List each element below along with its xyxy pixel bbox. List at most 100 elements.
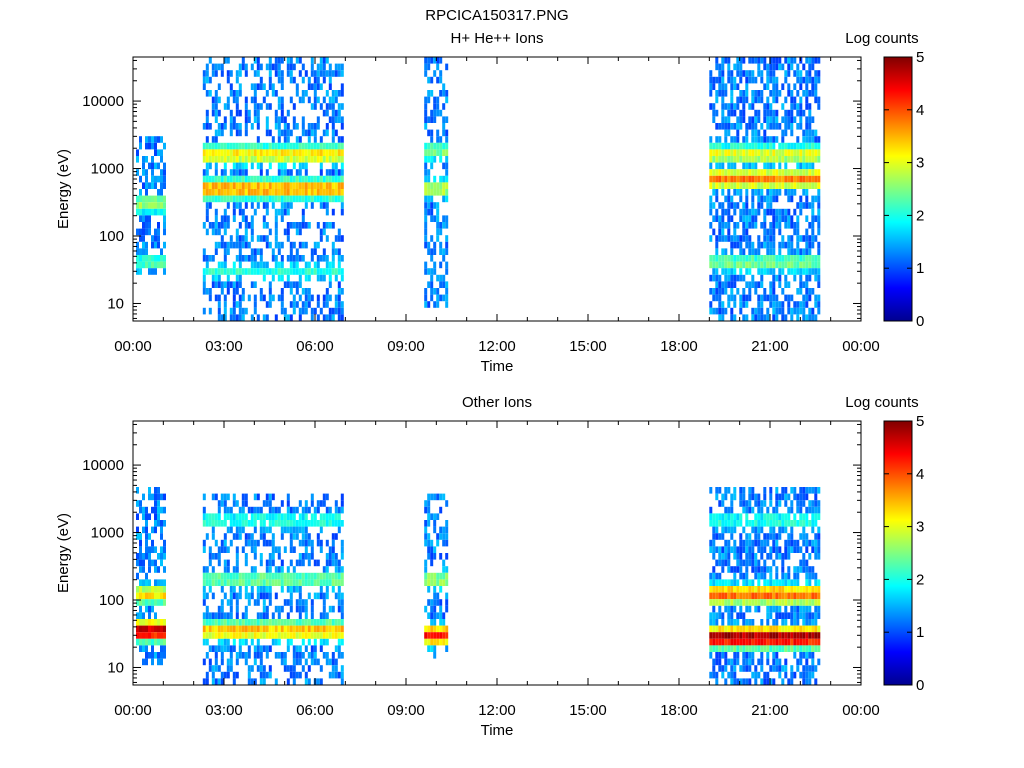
heatmap-cell [232,619,236,626]
heatmap-cell [229,70,233,77]
heatmap-cell [253,208,257,216]
heatmap-cell [277,182,281,189]
heatmap-cell [811,261,815,269]
heatmap-cell [751,195,755,203]
heatmap-cell [811,215,815,222]
heatmap-cell [775,195,779,203]
heatmap-cell [340,566,344,573]
heatmap-cell [217,638,221,646]
heatmap-cell [442,539,446,547]
heatmap-cell [724,255,728,262]
heatmap-cell [430,182,434,189]
heatmap-cell [328,83,332,90]
heatmap-cell [160,136,163,143]
heatmap-cell [766,268,770,275]
heatmap-cell [715,586,719,593]
heatmap-cell [289,182,293,189]
heatmap-cell [274,513,278,520]
heatmap-cell [760,638,764,646]
heatmap-cell [142,222,145,229]
heatmap-cell [445,645,449,652]
heatmap-cell [805,83,809,90]
heatmap-cell [211,520,215,527]
heatmap-cell [289,665,293,672]
heatmap-cell [772,175,776,183]
heatmap-cell [253,281,257,288]
heatmap-cell [439,625,443,633]
heatmap-cell [247,268,251,275]
heatmap-cell [256,261,260,269]
heatmap-cell [310,307,314,315]
heatmap-cell [274,605,278,613]
heatmap-cell [313,248,317,255]
heatmap-cell [754,175,758,183]
heatmap-cell [232,195,236,203]
heatmap-cell [265,632,269,639]
heatmap-cell [283,625,287,633]
heatmap-cell [754,314,758,321]
heatmap-cell [733,294,737,302]
heatmap-cell [277,625,281,633]
heatmap-cell [811,645,815,652]
heatmap-cell [790,195,794,203]
heatmap-cell [277,248,281,255]
heatmap-cell [157,162,160,170]
heatmap-cell [316,678,320,685]
heatmap-cell [244,169,248,176]
heatmap-cell [751,493,755,501]
heatmap-cell [208,586,212,593]
heatmap-cell [163,506,166,514]
heatmap-cell [769,281,773,288]
heatmap-cell [145,619,148,626]
heatmap-cell [331,109,335,117]
heatmap-cell [277,294,281,302]
heatmap-cell [232,645,236,652]
heatmap-cell [292,142,296,150]
heatmap-cell [307,96,311,104]
heatmap-cell [439,175,443,183]
heatmap-cell [436,96,440,104]
heatmap-cell [142,493,145,501]
heatmap-cell [430,638,434,646]
heatmap-cell [163,268,166,275]
heatmap-cell [445,189,449,196]
heatmap-cell [769,255,773,262]
heatmap-cell [241,63,245,71]
heatmap-cell [205,520,209,527]
heatmap-cell [760,678,764,685]
panel-title: Other Ions [462,394,532,411]
heatmap-cell [757,526,761,534]
heatmap-cell [256,235,260,242]
heatmap-cell [427,175,431,183]
heatmap-cell [337,605,341,613]
heatmap-cell [796,520,800,527]
heatmap-cell [796,619,800,626]
heatmap-cell [745,142,749,150]
heatmap-cell [745,169,749,176]
heatmap-cell [796,586,800,593]
heatmap-cell [430,162,434,170]
heatmap-cell [316,268,320,275]
heatmap-cell [325,288,329,295]
heatmap-cell [730,109,734,117]
heatmap-cell [817,526,821,534]
heatmap-cell [271,149,275,156]
heatmap-cell [769,175,773,183]
heatmap-cell [754,136,758,143]
heatmap-cell [142,208,145,216]
heatmap-cell [223,215,227,222]
heatmap-cell [736,645,740,652]
heatmap-cell [253,261,257,269]
heatmap-cell [775,520,779,527]
heatmap-cell [784,241,788,249]
heatmap-cell [733,261,737,269]
heatmap-cell [232,169,236,176]
heatmap-cell [220,63,224,71]
heatmap-cell [157,625,160,633]
heatmap-cell [757,638,761,646]
heatmap-cell [211,553,215,560]
heatmap-cell [427,116,431,123]
heatmap-cell [772,215,776,222]
heatmap-cell [784,553,788,560]
heatmap-cell [286,638,290,646]
